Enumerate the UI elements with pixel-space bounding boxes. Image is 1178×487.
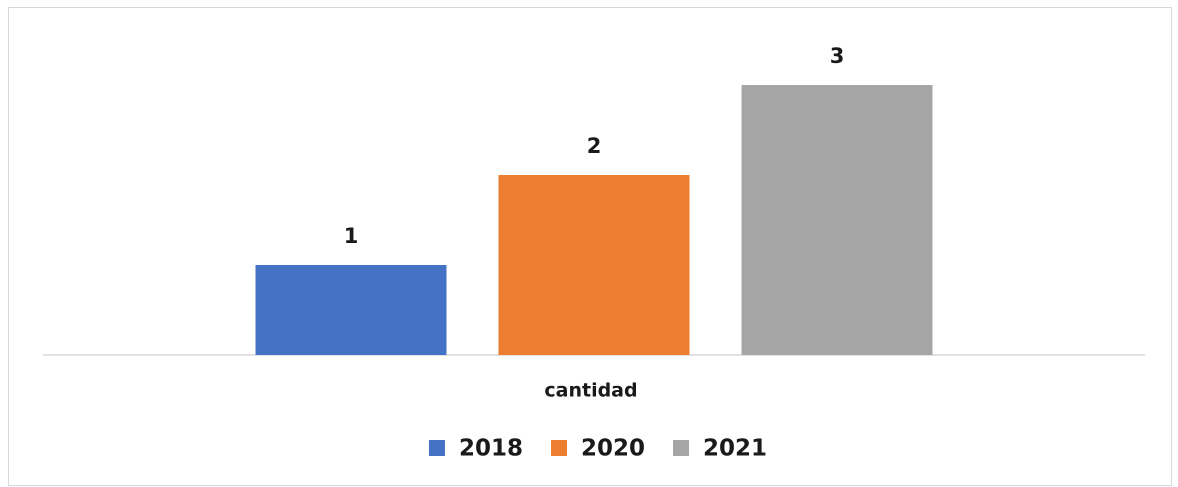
x-tick-label: cantidad (544, 380, 637, 402)
data-label: 1 (344, 224, 359, 248)
bar (498, 175, 690, 355)
bar (255, 265, 447, 355)
legend-label: 2020 (581, 436, 645, 462)
bar (741, 85, 933, 355)
legend-swatch (673, 440, 690, 456)
legend-label: 2018 (459, 436, 523, 462)
legend-swatch (550, 440, 567, 456)
data-label: 2 (587, 134, 602, 158)
data-label: 3 (830, 44, 845, 68)
legend-swatch (428, 440, 445, 456)
legend-label: 2021 (703, 436, 767, 462)
